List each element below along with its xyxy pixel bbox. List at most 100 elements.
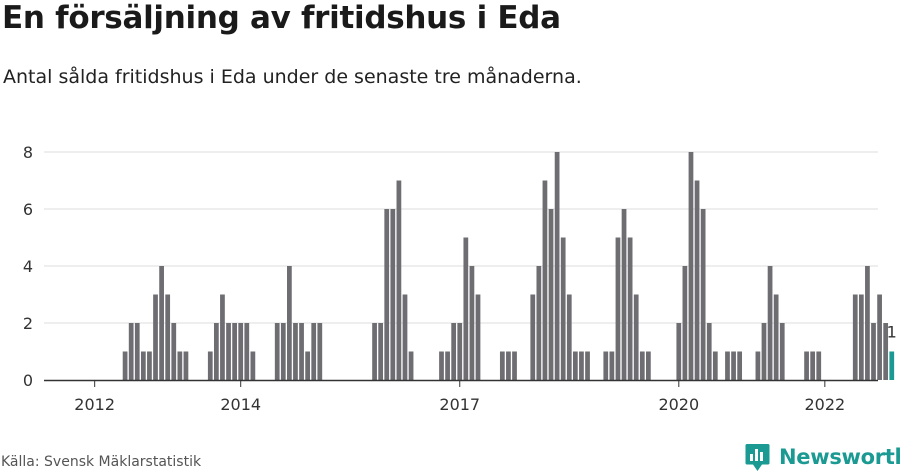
bar xyxy=(384,209,390,380)
bar xyxy=(706,323,712,380)
bar xyxy=(506,351,511,380)
bar xyxy=(536,266,542,380)
bar xyxy=(402,294,408,380)
x-tick-label: 2017 xyxy=(439,395,480,414)
bar-chart-bubble-icon xyxy=(745,444,770,471)
bar xyxy=(566,294,572,380)
bar xyxy=(621,209,627,380)
x-tick-label: 2022 xyxy=(804,395,845,414)
bar xyxy=(646,351,651,380)
bar xyxy=(737,351,743,380)
bar xyxy=(445,351,450,380)
bar xyxy=(408,351,414,380)
bar xyxy=(499,351,505,380)
latest-value-label: 1 xyxy=(887,323,897,342)
logo-text: Newsworthy xyxy=(779,445,900,469)
bar xyxy=(804,351,809,380)
bar xyxy=(390,209,396,380)
newsworthy-logo: Newsworthy xyxy=(745,441,900,473)
bar xyxy=(469,266,475,380)
y-tick-label: 4 xyxy=(23,257,33,276)
bar xyxy=(378,323,384,380)
bar xyxy=(128,323,134,380)
bar xyxy=(548,209,554,380)
bar xyxy=(299,323,304,380)
y-tick-label: 6 xyxy=(23,200,33,219)
bar xyxy=(585,351,590,380)
bar xyxy=(153,294,158,380)
bar xyxy=(177,351,183,380)
bar-latest xyxy=(889,351,895,380)
bar xyxy=(579,351,584,380)
bar xyxy=(560,237,566,380)
bar xyxy=(293,323,298,380)
bar xyxy=(530,294,536,380)
bar xyxy=(852,294,858,380)
bar xyxy=(810,351,816,380)
bar xyxy=(731,351,736,380)
bar xyxy=(816,351,822,380)
bar xyxy=(287,266,292,380)
bar xyxy=(213,323,219,380)
bar xyxy=(865,266,870,380)
x-tick-label: 2014 xyxy=(220,395,261,414)
chart-title: En försäljning av fritidshus i Eda xyxy=(2,0,561,36)
bar xyxy=(171,323,177,380)
bar xyxy=(317,323,323,380)
bar xyxy=(512,351,517,380)
bar xyxy=(305,351,311,380)
bar xyxy=(274,323,280,380)
bar xyxy=(439,351,444,380)
bar xyxy=(238,323,244,380)
bar xyxy=(280,323,286,380)
bar xyxy=(463,237,469,380)
bar xyxy=(475,294,481,380)
bar xyxy=(639,351,645,380)
bar xyxy=(773,294,779,380)
bar xyxy=(457,323,463,380)
bar xyxy=(858,294,864,380)
bar xyxy=(712,351,718,380)
y-tick-label: 0 xyxy=(23,371,33,390)
bar xyxy=(220,294,225,380)
bar xyxy=(633,294,639,380)
bar xyxy=(572,351,578,380)
bar xyxy=(226,323,231,380)
bar xyxy=(311,323,317,380)
chart-subtitle: Antal sålda fritidshus i Eda under de se… xyxy=(3,66,582,88)
bar xyxy=(134,323,140,380)
bar xyxy=(603,351,609,380)
bar xyxy=(451,323,457,380)
y-tick-label: 8 xyxy=(23,143,33,162)
bar xyxy=(877,294,882,380)
bar xyxy=(250,351,256,380)
bar xyxy=(159,266,164,380)
bar xyxy=(694,180,700,380)
x-tick-label: 2020 xyxy=(658,395,699,414)
bar xyxy=(883,323,889,380)
bar xyxy=(615,237,621,380)
bar xyxy=(779,323,785,380)
bar xyxy=(688,152,694,380)
bar xyxy=(767,266,773,380)
bar xyxy=(232,323,237,380)
bar xyxy=(755,351,761,380)
y-tick-label: 2 xyxy=(23,314,33,333)
bar xyxy=(725,351,730,380)
bar xyxy=(609,351,615,380)
bar xyxy=(542,180,548,380)
bar xyxy=(682,266,688,380)
bar xyxy=(140,351,146,380)
bar xyxy=(676,323,682,380)
bar xyxy=(372,323,377,380)
bar xyxy=(761,323,767,380)
bar xyxy=(700,209,706,380)
source-note: Källa: Svensk Mäklarstatistik xyxy=(1,454,202,470)
bar xyxy=(147,351,152,380)
bar xyxy=(244,323,250,380)
bar xyxy=(396,180,402,380)
bar xyxy=(871,323,876,380)
x-tick-label: 2012 xyxy=(74,395,115,414)
bar xyxy=(627,237,633,380)
